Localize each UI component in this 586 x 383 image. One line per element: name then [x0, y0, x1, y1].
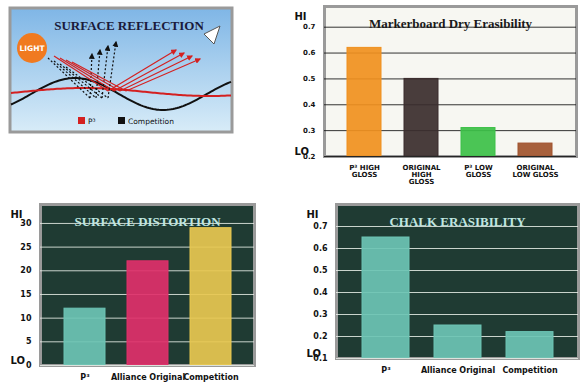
svg-text:0.7: 0.7	[313, 222, 327, 231]
svg-text:15: 15	[20, 290, 32, 299]
svg-text:0.4: 0.4	[313, 288, 328, 297]
svg-text:Alliance Original: Alliance Original	[421, 366, 496, 375]
svg-text:Competition: Competition	[502, 366, 557, 375]
svg-text:LO: LO	[307, 348, 322, 359]
svg-text:Markerboard Dry Erasibility: Markerboard Dry Erasibility	[369, 16, 533, 31]
svg-text:0.2: 0.2	[313, 332, 327, 341]
svg-text:0.2: 0.2	[303, 152, 316, 161]
svg-text:ORIGINALLOW GLOSS: ORIGINALLOW GLOSS	[513, 164, 559, 179]
svg-text:25: 25	[20, 243, 32, 252]
svg-text:LO: LO	[11, 355, 26, 366]
svg-text:P³: P³	[88, 117, 96, 126]
svg-text:HI: HI	[295, 11, 307, 22]
svg-text:HI: HI	[11, 209, 23, 220]
svg-text:P³: P³	[381, 366, 391, 375]
svg-text:HI: HI	[307, 209, 319, 220]
svg-text:30: 30	[20, 219, 32, 228]
svg-text:ORIGINALHIGHGLOSS: ORIGINALHIGHGLOSS	[402, 164, 441, 186]
svg-text:20: 20	[20, 266, 32, 275]
svg-text:Alliance Original: Alliance Original	[111, 373, 186, 382]
svg-text:0.6: 0.6	[313, 244, 328, 253]
svg-text:LO: LO	[295, 146, 310, 157]
svg-text:0.6: 0.6	[303, 49, 316, 57]
svg-text:0.3: 0.3	[303, 127, 316, 135]
svg-text:Competition: Competition	[183, 373, 238, 382]
svg-text:5: 5	[26, 337, 32, 346]
svg-text:0.1: 0.1	[313, 354, 328, 364]
svg-text:0.5: 0.5	[303, 75, 316, 83]
svg-text:0.3: 0.3	[313, 310, 327, 319]
svg-text:0.5: 0.5	[313, 266, 328, 275]
svg-text:Competition: Competition	[128, 117, 174, 126]
svg-text:10: 10	[20, 314, 32, 323]
svg-text:SURFACE REFLECTION: SURFACE REFLECTION	[54, 18, 204, 33]
svg-text:SURFACE DISTORTION: SURFACE DISTORTION	[74, 214, 221, 229]
svg-text:P³ HIGHGLOSS: P³ HIGHGLOSS	[349, 164, 380, 179]
svg-text:0.4: 0.4	[303, 101, 316, 109]
svg-text:0.7: 0.7	[303, 23, 316, 31]
svg-text:CHALK ERASIBILITY: CHALK ERASIBILITY	[389, 214, 526, 229]
svg-text:0: 0	[26, 361, 32, 370]
svg-text:LIGHT: LIGHT	[19, 44, 45, 53]
svg-text:P³ LOWGLOSS: P³ LOWGLOSS	[464, 164, 493, 179]
svg-text:P³: P³	[80, 373, 90, 382]
